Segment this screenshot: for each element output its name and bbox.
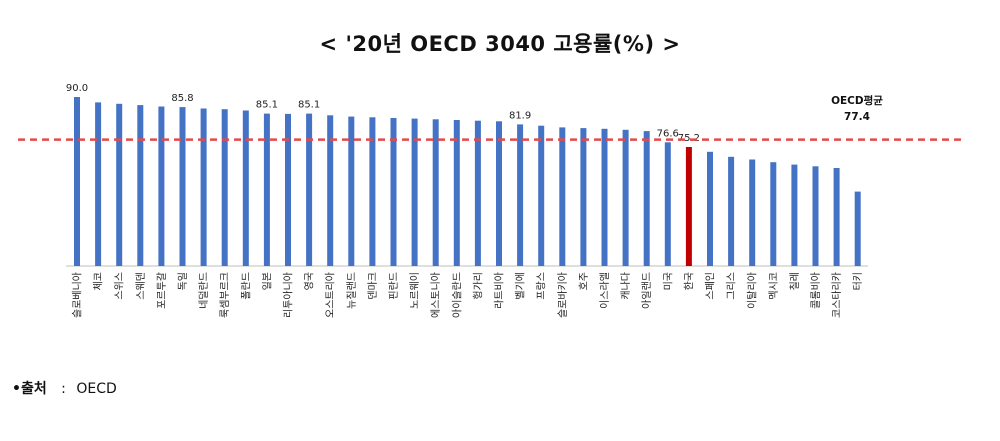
bar bbox=[517, 124, 524, 267]
bar bbox=[390, 118, 397, 266]
bar bbox=[432, 119, 439, 266]
category-label: 일본 bbox=[261, 272, 273, 290]
bar bbox=[496, 121, 502, 266]
bar bbox=[664, 142, 671, 266]
data-label: 85.1 bbox=[298, 100, 320, 111]
category-label: 그리스 bbox=[726, 272, 738, 300]
category-label: 콜롬비아 bbox=[810, 272, 822, 309]
bar bbox=[221, 109, 228, 266]
bar bbox=[95, 102, 102, 267]
bar bbox=[622, 129, 629, 266]
bar bbox=[474, 120, 481, 266]
bar bbox=[411, 118, 418, 266]
category-label: 체코 bbox=[93, 272, 105, 290]
category-label: 아일랜드 bbox=[641, 272, 653, 309]
bar bbox=[770, 162, 777, 266]
category-label: 네덜란드 bbox=[198, 272, 210, 309]
category-label: 프랑스 bbox=[536, 272, 548, 300]
bar bbox=[749, 159, 756, 266]
category-label: 터키 bbox=[852, 272, 864, 290]
category-label: 덴마크 bbox=[367, 272, 379, 300]
source-label: •출처 bbox=[12, 381, 47, 397]
bar bbox=[263, 113, 270, 266]
category-label: 코스타리카 bbox=[831, 272, 843, 318]
category-label: 포르투갈 bbox=[155, 272, 168, 309]
category-label: 룩셈부르크 bbox=[219, 272, 231, 318]
category-label: 슬로바키아 bbox=[557, 272, 569, 318]
category-label: 에스토니아 bbox=[430, 272, 442, 318]
category-label: 독일 bbox=[177, 272, 189, 290]
bar-highlight bbox=[685, 147, 692, 266]
category-label: 폴란드 bbox=[240, 272, 252, 300]
category-label: 핀란드 bbox=[388, 272, 400, 300]
category-label: 호주 bbox=[578, 272, 590, 290]
category-label: 라트비아 bbox=[494, 272, 506, 309]
bar bbox=[179, 107, 186, 266]
category-label: 멕시코 bbox=[768, 272, 780, 300]
category-label: 미국 bbox=[662, 272, 674, 290]
bar bbox=[812, 166, 819, 266]
category-label: 스위스 bbox=[113, 272, 126, 300]
data-label: 90.0 bbox=[66, 83, 88, 94]
bar bbox=[601, 128, 608, 266]
bar bbox=[369, 117, 376, 266]
source-note: •출처 : OECD bbox=[12, 378, 117, 398]
category-label: 오스트리아 bbox=[325, 272, 337, 318]
bar bbox=[643, 131, 650, 266]
category-label: 칠레 bbox=[789, 272, 801, 290]
bar bbox=[348, 116, 355, 266]
bar bbox=[854, 191, 861, 266]
data-label: 75.2 bbox=[678, 133, 700, 144]
bar-chart: 슬로베니아 90.0 체코 스위스 스웨덴 포르투갈 독일 85.8 네덜란드 룩셈부르크 폴란드 일… bbox=[18, 83, 962, 318]
data-label: 81.9 bbox=[509, 110, 531, 121]
category-label: 벨기에 bbox=[515, 272, 527, 300]
oecd-average-value: 77.4 bbox=[844, 111, 870, 123]
bar bbox=[559, 127, 566, 267]
bar bbox=[242, 110, 249, 266]
category-label: 슬로베니아 bbox=[72, 272, 84, 318]
category-label: 리투아니아 bbox=[283, 272, 295, 318]
data-label: 85.1 bbox=[256, 100, 278, 111]
bar bbox=[116, 103, 123, 266]
bar bbox=[538, 125, 545, 266]
bar bbox=[833, 168, 840, 266]
bar bbox=[74, 97, 80, 266]
bar bbox=[158, 106, 165, 266]
oecd-average-label: OECD평균 bbox=[831, 94, 883, 107]
source-separator: : bbox=[61, 381, 66, 397]
bar bbox=[285, 113, 291, 267]
bar bbox=[580, 128, 587, 266]
category-label: 이스라엘 bbox=[598, 272, 611, 309]
bar bbox=[707, 151, 713, 266]
bar bbox=[327, 115, 334, 266]
category-label: 스페인 bbox=[705, 272, 717, 300]
data-label: 85.8 bbox=[171, 93, 193, 104]
data-label: 76.6 bbox=[657, 128, 679, 139]
category-label: 영국 bbox=[304, 272, 316, 290]
bar bbox=[791, 164, 798, 266]
category-label: 스웨덴 bbox=[135, 272, 147, 300]
category-label: 이탈리아 bbox=[746, 272, 759, 309]
bar bbox=[728, 156, 735, 266]
bar bbox=[453, 120, 460, 266]
category-label: 뉴질랜드 bbox=[346, 272, 358, 309]
category-label: 캐나다 bbox=[620, 272, 632, 300]
category-label: 아이슬란드 bbox=[451, 272, 463, 318]
bar bbox=[137, 105, 144, 266]
category-label: 헝가리 bbox=[472, 272, 484, 300]
category-label: 한국 bbox=[683, 272, 695, 290]
bar bbox=[200, 108, 207, 266]
source-value: OECD bbox=[76, 381, 117, 397]
category-label: 노르웨이 bbox=[409, 272, 421, 309]
bar bbox=[306, 113, 313, 266]
chart-title: < '20년 OECD 3040 고용률(%) > bbox=[319, 32, 681, 56]
